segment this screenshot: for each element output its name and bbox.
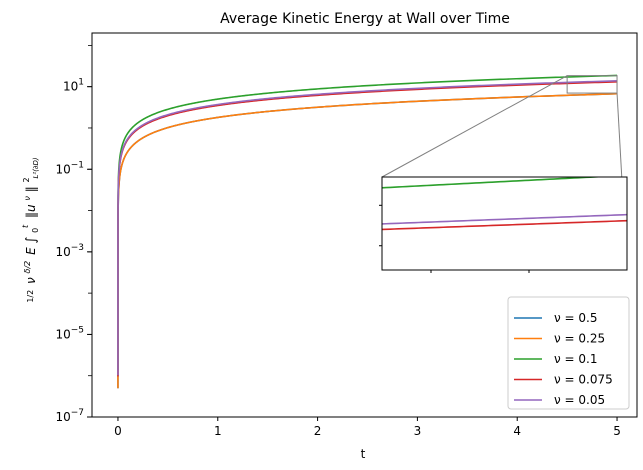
main-plot-border: [91, 32, 638, 418]
series-line: [117, 92, 618, 389]
ylabel-norm-sup: ν: [23, 196, 32, 201]
x-tick-label: 3: [414, 424, 422, 438]
legend-box: [507, 296, 630, 410]
inset-frame: [381, 176, 628, 271]
x-tick-label: 0: [114, 424, 122, 438]
series-line: [117, 74, 618, 370]
x-tick-label: 4: [513, 424, 521, 438]
ylabel-sub: L²(∂D): [32, 157, 40, 178]
legend-label: ν = 0.25: [554, 332, 605, 346]
ylabel-lower: 0: [31, 228, 40, 233]
x-tick-label: 5: [613, 424, 621, 438]
chart-title: Average Kinetic Energy at Wall over Time: [220, 11, 510, 27]
x-tick-label: 1: [214, 424, 222, 438]
legend-label: ν = 0.5: [554, 311, 597, 325]
ylabel-exp: δ/2: [23, 261, 32, 274]
x-axis-ticks: 0 1 2 3 4 5: [114, 417, 621, 438]
legend: ν = 0.5 ν = 0.25 ν = 0.1 ν = 0.075 ν = 0.05: [507, 296, 630, 410]
legend-label: ν = 0.05: [554, 393, 605, 407]
y-tick-label: 10−3: [55, 243, 84, 259]
ylabel-integral: ∫: [24, 237, 39, 244]
main-series-lines: [117, 74, 618, 389]
zoom-region-box: [566, 75, 618, 94]
inset-ticks: [379, 204, 530, 273]
x-axis-label: t: [361, 447, 366, 461]
ylabel-sup2: 2: [22, 177, 31, 182]
inset-series-line: [382, 213, 627, 225]
ylabel-frac: 1/2: [26, 290, 35, 303]
series-line: [117, 80, 618, 376]
legend-label: ν = 0.1: [554, 352, 597, 366]
ylabel-norm-end: ‖: [24, 186, 38, 192]
ylabel-expect: E: [24, 247, 38, 255]
y-tick-label: 10−5: [55, 325, 84, 341]
inset-series-line: [382, 219, 627, 231]
svg-text:1/2 ν δ/2 E: 1/2 ν δ/2 E ∫ 0 t ‖u ν ‖ 2 L²(∂D): [17, 157, 41, 303]
ylabel-norm: ‖u: [24, 204, 38, 218]
legend-label: ν = 0.075: [554, 373, 613, 387]
y-axis-label: 1/2 ν δ/2 E ∫ 0 t ‖u ν ‖ 2 L²(∂D): [17, 157, 41, 303]
inset-border: [381, 176, 628, 271]
y-axis-ticks: 10−7 10−5 10−3 10−1 101: [55, 44, 92, 424]
y-tick-label: 101: [63, 78, 84, 94]
zoom-connector: [381, 75, 568, 178]
y-tick-label: 10−1: [55, 160, 84, 176]
y-tick-label: 10−7: [55, 408, 84, 424]
inset-zoom-plot: [379, 176, 628, 273]
ylabel-upper: t: [21, 224, 30, 228]
ylabel-nu: ν: [24, 277, 38, 284]
x-tick-label: 2: [314, 424, 322, 438]
